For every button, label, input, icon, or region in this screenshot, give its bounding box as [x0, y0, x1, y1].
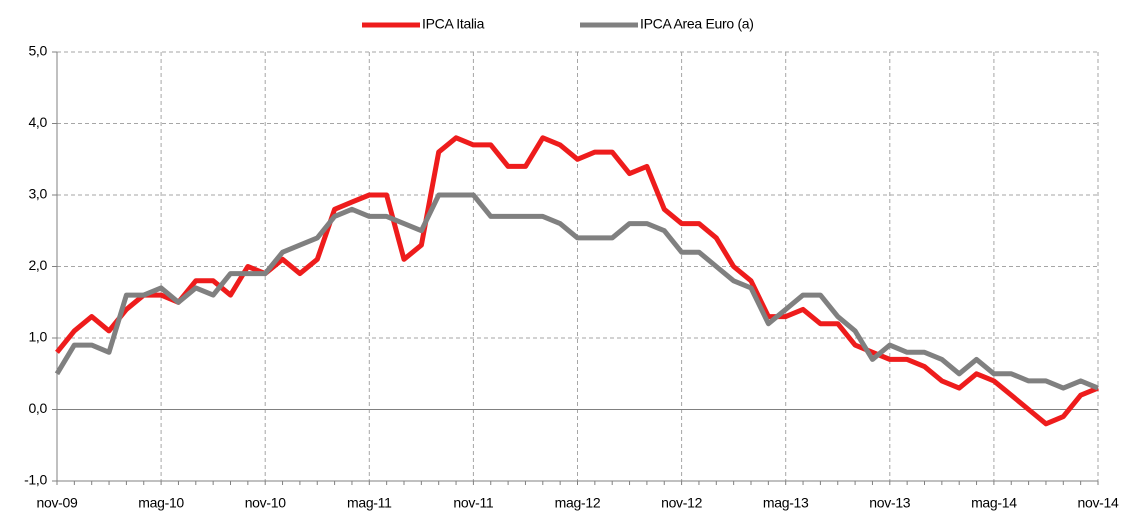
series-line — [54, 192, 1099, 391]
series-line — [55, 135, 1099, 427]
x-tick-label: mag-13 — [763, 495, 809, 511]
x-tick-label: nov-12 — [661, 495, 703, 511]
y-tick-label: 5,0 — [28, 43, 47, 59]
y-tick-label: 2,0 — [28, 257, 47, 273]
y-tick-label: 1,0 — [28, 329, 47, 345]
x-tick-label: nov-13 — [869, 495, 911, 511]
x-tick-label: mag-12 — [555, 495, 601, 511]
x-tick-label: nov-09 — [36, 495, 78, 511]
legend-label: IPCA Area Euro (a) — [640, 16, 754, 32]
x-tick-label: mag-14 — [971, 495, 1017, 511]
x-tick-label: nov-11 — [453, 495, 493, 511]
x-tick-label: mag-11 — [347, 495, 392, 511]
y-tick-label: 4,0 — [28, 114, 47, 130]
legend-label: IPCA Italia — [422, 16, 485, 32]
x-tick-label: nov-10 — [245, 495, 287, 511]
y-tick-label: 0,0 — [28, 400, 47, 416]
x-tick-label: nov-14 — [1077, 495, 1119, 511]
x-tick-label: mag-10 — [138, 495, 184, 511]
y-tick-label: 3,0 — [28, 186, 47, 202]
y-tick-label: -1,0 — [24, 472, 47, 488]
